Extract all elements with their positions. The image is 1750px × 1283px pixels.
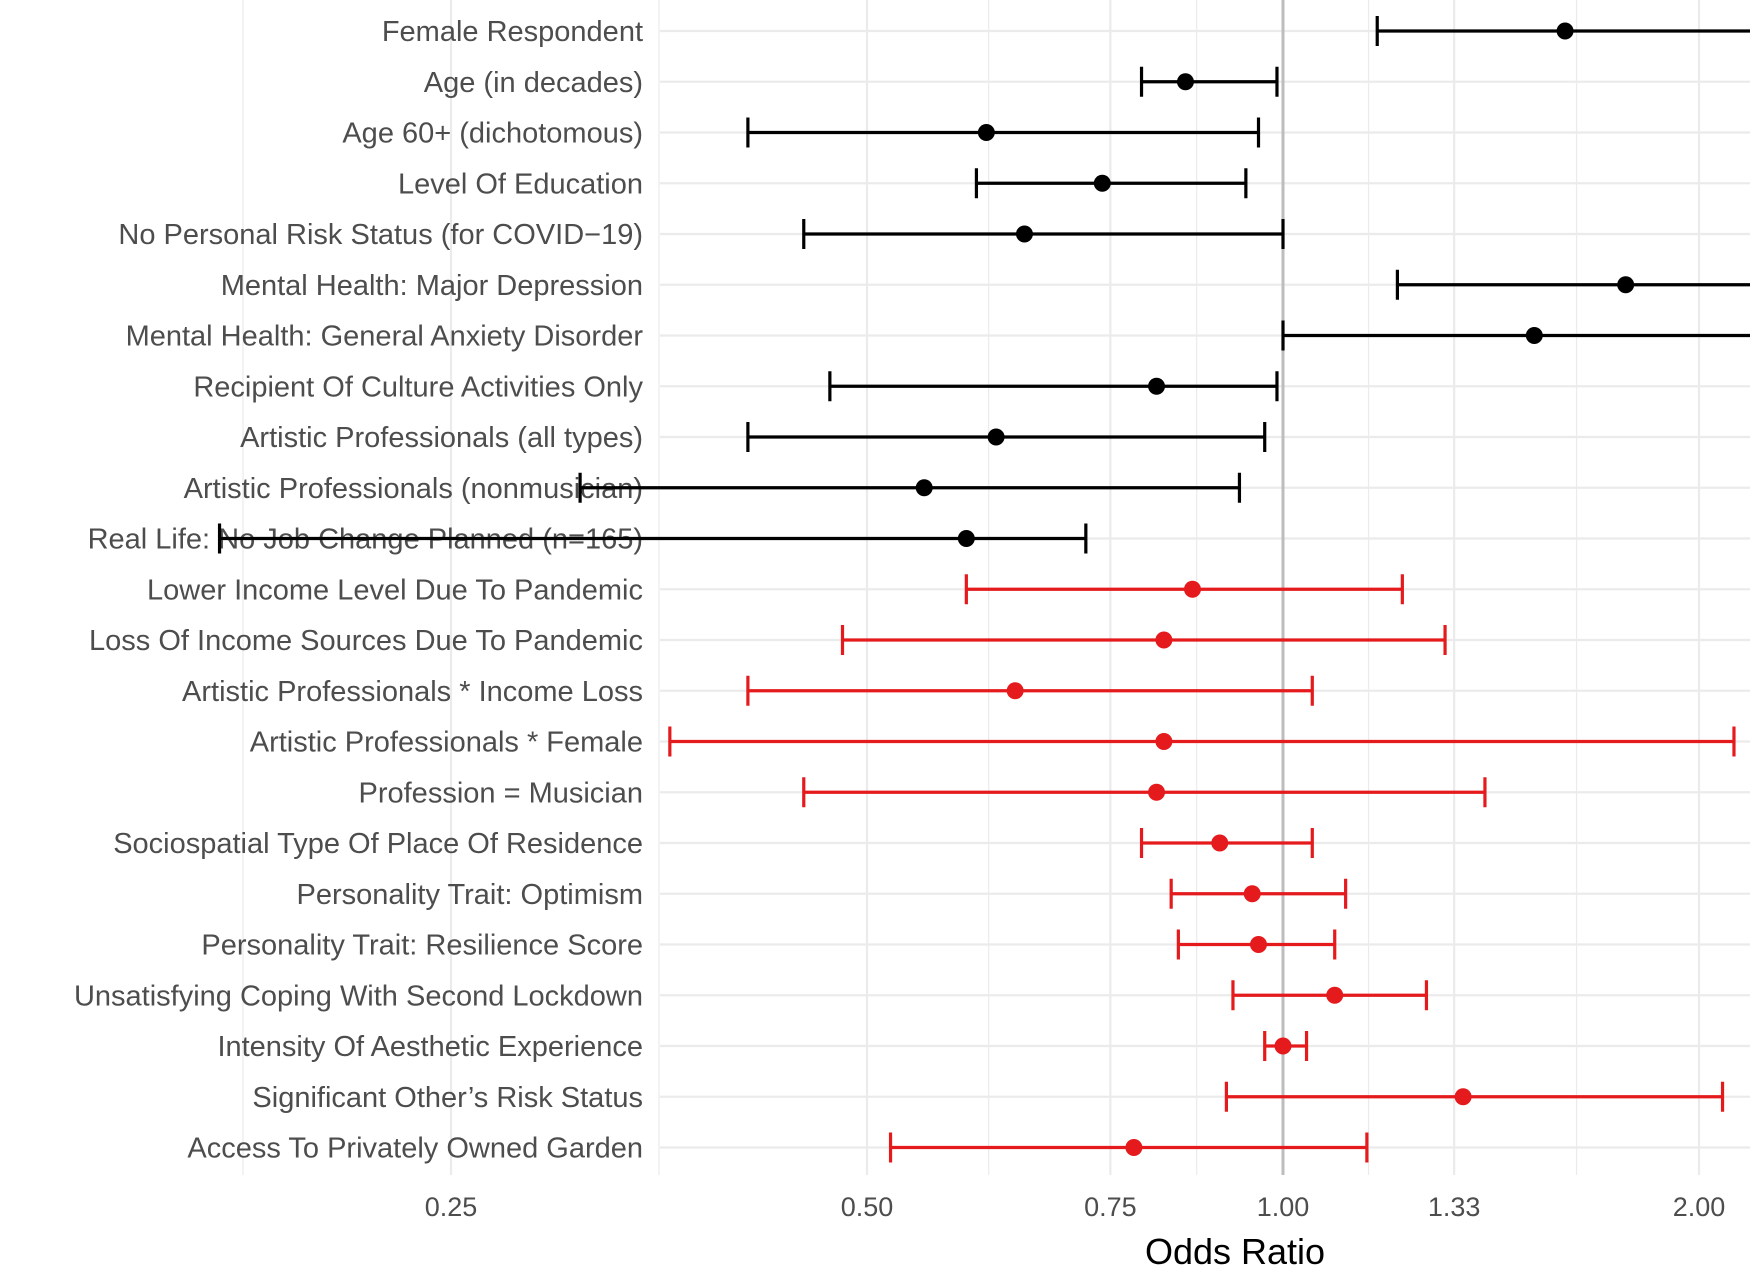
point-estimate (1326, 986, 1344, 1004)
x-tick-label: 1.33 (1428, 1192, 1481, 1222)
y-axis-label: Mental Health: Major Depression (221, 270, 643, 302)
point-estimate (1093, 174, 1111, 192)
point-estimate (1006, 682, 1024, 700)
point-estimate (1155, 733, 1173, 750)
point-estimate (1015, 225, 1033, 243)
y-axis-label: Personality Trait: Resilience Score (201, 930, 643, 962)
point-estimate (1148, 377, 1166, 395)
point-estimate (987, 428, 1005, 446)
point-estimate (1617, 276, 1635, 294)
point-estimate (1250, 936, 1268, 953)
x-axis-tick-labels: 0.250.500.751.001.332.004.00 (425, 1192, 1726, 1222)
x-axis-title: Odds Ratio (1145, 1231, 1325, 1272)
y-axis-label: No Personal Risk Status (for COVID−19) (118, 219, 643, 251)
y-axis-label: Female Respondent (382, 16, 643, 48)
x-tick-label: 1.00 (1257, 1192, 1310, 1222)
y-axis-label: Artistic Professionals * Female (250, 727, 643, 759)
y-axis-label: Intensity Of Aesthetic Experience (217, 1031, 643, 1063)
point-estimate (977, 124, 995, 141)
point-estimate (957, 530, 975, 547)
point-estimate (1274, 1037, 1292, 1055)
y-axis-label: Recipient Of Culture Activities Only (193, 371, 643, 403)
point-estimate (1155, 631, 1173, 649)
x-tick-label: 0.75 (1084, 1192, 1137, 1222)
point-estimate (915, 479, 933, 497)
x-tick-label: 0.25 (425, 1192, 478, 1222)
y-axis-labels: Female Respondent Age (in decades) Age 60+… (74, 16, 644, 1165)
y-axis-label: Artistic Professionals (all types) (240, 422, 643, 454)
y-axis-label: Artistic Professionals (nonmusician) (184, 473, 643, 505)
y-axis-label: Lower Income Level Due To Pandemic (147, 574, 643, 606)
y-axis-label: Profession = Musician (359, 777, 644, 809)
point-estimate (1125, 1139, 1143, 1156)
point-estimate (1183, 580, 1201, 598)
y-axis-label: Loss Of Income Sources Due To Pandemic (89, 625, 643, 657)
y-axis-label: Level Of Education (398, 168, 643, 200)
y-axis-label: Age (in decades) (424, 67, 643, 99)
y-axis-label: Access To Privately Owned Garden (187, 1133, 643, 1165)
estimate-marks (217, 16, 1750, 1163)
x-tick-label: 0.50 (841, 1192, 894, 1222)
y-axis-label: Age 60+ (dichotomous) (342, 118, 643, 150)
y-axis-label: Unsatisfying Coping With Second Lockdown (74, 980, 643, 1012)
point-estimate (1525, 327, 1543, 344)
point-estimate (1176, 73, 1194, 91)
y-axis-label: Sociospatial Type Of Place Of Residence (113, 828, 643, 860)
point-estimate (1454, 1088, 1472, 1106)
y-axis-label: Artistic Professionals * Income Loss (182, 676, 643, 708)
point-estimate (1556, 22, 1574, 40)
y-axis-label: Mental Health: General Anxiety Disorder (126, 321, 644, 353)
point-estimate (1243, 885, 1261, 903)
y-axis-label: Significant Other’s Risk Status (252, 1082, 643, 1114)
x-tick-label: 2.00 (1673, 1192, 1726, 1222)
point-estimate (1211, 834, 1229, 852)
point-estimate (1148, 783, 1166, 801)
y-axis-label: Personality Trait: Optimism (297, 879, 643, 911)
